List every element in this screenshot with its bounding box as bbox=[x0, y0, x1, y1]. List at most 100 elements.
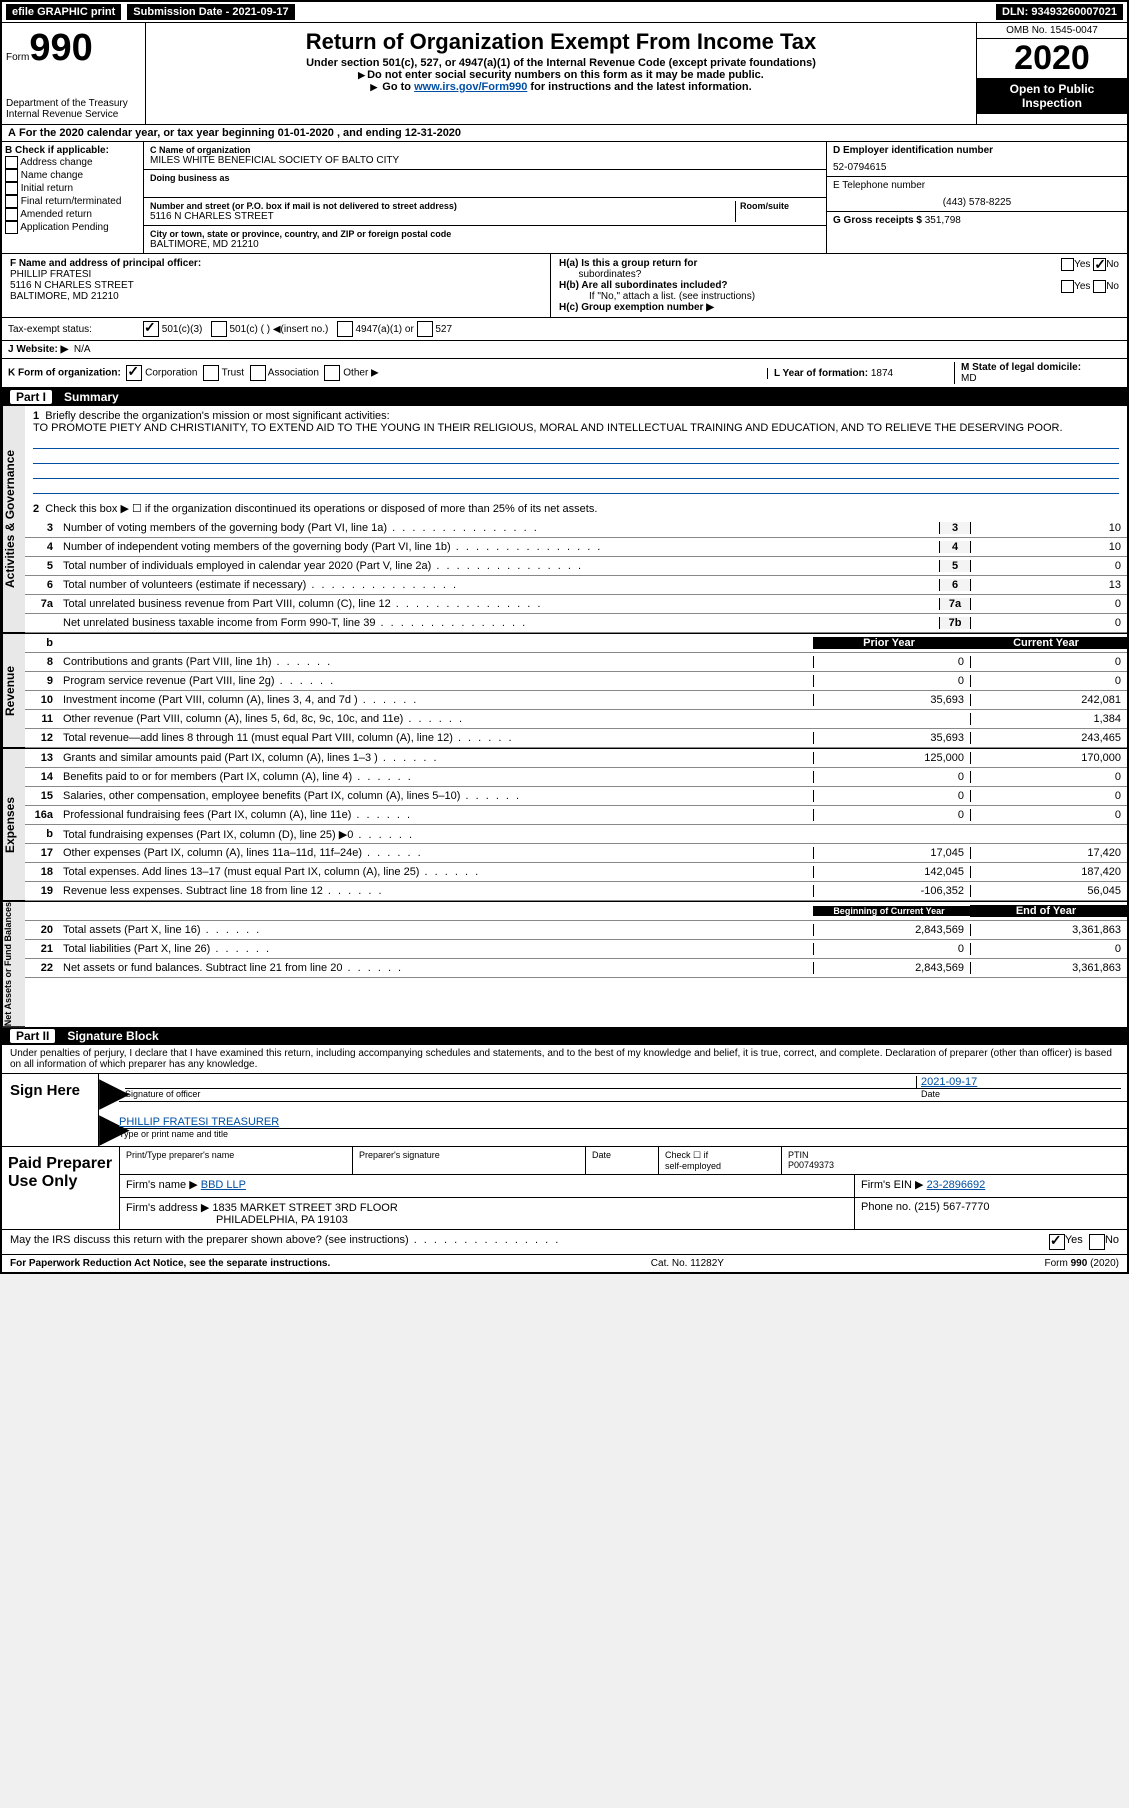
checkbox-hb-yes[interactable] bbox=[1061, 280, 1074, 293]
checkbox-final-return[interactable] bbox=[5, 195, 18, 208]
officer-name-title[interactable]: PHILLIP FRATESI TREASURER bbox=[119, 1116, 279, 1128]
m-value: MD bbox=[961, 373, 977, 384]
section-governance: Activities & Governance 1 Briefly descri… bbox=[2, 406, 1127, 633]
org-name: MILES WHITE BENEFICIAL SOCIETY OF BALTO … bbox=[150, 155, 820, 166]
l2-num: 2 bbox=[33, 503, 39, 515]
cell-street: Number and street (or P.O. box if mail i… bbox=[144, 198, 826, 226]
city-value: BALTIMORE, MD 21210 bbox=[150, 239, 820, 250]
form-word: Form bbox=[6, 52, 29, 63]
sig-officer-cell: 2021-09-17 Signature of officer Date bbox=[119, 1074, 1127, 1102]
ha-row: H(a) Is this a group return for Yes No s… bbox=[559, 258, 1119, 280]
section-bcde: B Check if applicable: Address change Na… bbox=[2, 142, 1127, 254]
ha-yes: Yes bbox=[1074, 259, 1090, 270]
line-1: 1 Briefly describe the organization's mi… bbox=[25, 406, 1127, 494]
hdr-prior-year: Prior Year bbox=[813, 637, 970, 649]
checkbox-address-change[interactable] bbox=[5, 156, 18, 169]
dba-label: Doing business as bbox=[150, 173, 820, 183]
checkbox-527[interactable] bbox=[417, 321, 433, 337]
goto-prefix: Go to bbox=[382, 81, 414, 93]
data-line: 17Other expenses (Part IX, column (A), l… bbox=[25, 844, 1127, 863]
firm-ein[interactable]: 23-2896692 bbox=[927, 1179, 986, 1191]
discuss-yes: Yes bbox=[1065, 1234, 1083, 1250]
prep-sig-hdr: Preparer's signature bbox=[353, 1147, 586, 1174]
data-line: 13Grants and similar amounts paid (Part … bbox=[25, 749, 1127, 768]
efile-button[interactable]: efile GRAPHIC print bbox=[6, 4, 121, 20]
sign-date[interactable]: 2021-09-17 bbox=[921, 1076, 977, 1088]
cat-no: Cat. No. 11282Y bbox=[651, 1258, 724, 1269]
prep-row-addr: Firm's address ▶ 1835 MARKET STREET 3RD … bbox=[120, 1198, 1127, 1229]
gross-label: G Gross receipts $ bbox=[833, 215, 925, 226]
col-b: B Check if applicable: Address change Na… bbox=[2, 142, 144, 253]
form990-link[interactable]: www.irs.gov/Form990 bbox=[414, 81, 527, 93]
k-assoc: Association bbox=[268, 368, 319, 379]
dln-button[interactable]: DLN: 93493260007021 bbox=[996, 4, 1123, 20]
discuss-row: May the IRS discuss this return with the… bbox=[2, 1230, 1127, 1254]
side-expenses: Expenses bbox=[2, 749, 25, 901]
checkbox-initial-return[interactable] bbox=[5, 182, 18, 195]
checkbox-assoc[interactable] bbox=[250, 365, 266, 381]
website-value: N/A bbox=[74, 344, 91, 355]
k-label: K Form of organization: bbox=[8, 368, 121, 379]
checkbox-name-change[interactable] bbox=[5, 169, 18, 182]
row-i: Tax-exempt status: 501(c)(3) 501(c) ( ) … bbox=[2, 318, 1127, 341]
checkbox-discuss-no[interactable] bbox=[1089, 1234, 1105, 1250]
form-title: Return of Organization Exempt From Incom… bbox=[154, 29, 968, 55]
checkbox-application-pending[interactable] bbox=[5, 221, 18, 234]
hb-label: H(b) Are all subordinates included? bbox=[559, 280, 728, 291]
type-print-label: Type or print name and title bbox=[119, 1129, 1127, 1139]
hdr-current-year: Current Year bbox=[970, 637, 1127, 649]
line-2: 2 Check this box ▶ ☐ if the organization… bbox=[25, 494, 1127, 519]
checkbox-other[interactable] bbox=[324, 365, 340, 381]
checkbox-ha-yes[interactable] bbox=[1061, 258, 1074, 271]
data-line: 15Salaries, other compensation, employee… bbox=[25, 787, 1127, 806]
submission-date-button[interactable]: Submission Date - 2021-09-17 bbox=[127, 4, 294, 20]
prep-date-hdr: Date bbox=[586, 1147, 659, 1174]
gov-line: 6Total number of volunteers (estimate if… bbox=[25, 576, 1127, 595]
prep-check-label: Check ☐ if bbox=[665, 1150, 708, 1160]
checkbox-4947[interactable] bbox=[337, 321, 353, 337]
hdr-boy: Beginning of Current Year bbox=[813, 906, 970, 916]
checkbox-ha-no[interactable] bbox=[1093, 258, 1106, 271]
part2-title: Signature Block bbox=[67, 1029, 158, 1043]
ha-sub: subordinates? bbox=[578, 269, 641, 280]
j-label: J Website: ▶ bbox=[8, 344, 68, 355]
cell-ein: D Employer identification number 52-0794… bbox=[827, 142, 1127, 177]
i-501c: 501(c) ( ) ◀(insert no.) bbox=[229, 324, 328, 335]
data-line: 20Total assets (Part X, line 16)2,843,56… bbox=[25, 921, 1127, 940]
room-label: Room/suite bbox=[740, 201, 820, 211]
hc-label: H(c) Group exemption number ▶ bbox=[559, 302, 714, 313]
form-header: Form990 Department of the Treasury Inter… bbox=[2, 23, 1127, 125]
data-line: 11Other revenue (Part VIII, column (A), … bbox=[25, 710, 1127, 729]
paid-preparer-label: Paid Preparer Use Only bbox=[2, 1147, 120, 1229]
side-revenue: Revenue bbox=[2, 634, 25, 748]
data-line: 19Revenue less expenses. Subtract line 1… bbox=[25, 882, 1127, 901]
cell-gross: G Gross receipts $ 351,798 bbox=[827, 212, 1127, 229]
checkbox-hb-no[interactable] bbox=[1093, 280, 1106, 293]
checkbox-501c3[interactable] bbox=[143, 321, 159, 337]
gov-line: 7aTotal unrelated business revenue from … bbox=[25, 595, 1127, 614]
ein-label: D Employer identification number bbox=[833, 145, 1121, 156]
pra-notice: For Paperwork Reduction Act Notice, see … bbox=[10, 1258, 330, 1269]
checkbox-corp[interactable] bbox=[126, 365, 142, 381]
officer-street: 5116 N CHARLES STREET bbox=[10, 280, 134, 291]
checkbox-discuss-yes[interactable] bbox=[1049, 1234, 1065, 1250]
form-number-box: Form990 Department of the Treasury Inter… bbox=[2, 23, 146, 124]
checkbox-amended[interactable] bbox=[5, 208, 18, 221]
prep-selfemp-label: self-employed bbox=[665, 1161, 721, 1171]
data-line: 21Total liabilities (Part X, line 26)00 bbox=[25, 940, 1127, 959]
part1-title: Summary bbox=[64, 390, 119, 404]
data-line: 16aProfessional fundraising fees (Part I… bbox=[25, 806, 1127, 825]
checkbox-trust[interactable] bbox=[203, 365, 219, 381]
firm-addr1: 1835 MARKET STREET 3RD FLOOR bbox=[212, 1202, 397, 1214]
checkbox-501c[interactable] bbox=[211, 321, 227, 337]
i-4947: 4947(a)(1) or bbox=[355, 324, 413, 335]
prep-row-1: Print/Type preparer's name Preparer's si… bbox=[120, 1147, 1127, 1175]
prep-name-hdr: Print/Type preparer's name bbox=[120, 1147, 353, 1174]
a-prefix: A bbox=[8, 127, 16, 139]
firm-name[interactable]: BBD LLP bbox=[201, 1179, 246, 1191]
l-label: L Year of formation: bbox=[774, 368, 871, 379]
col-header-boyeoy: Beginning of Current Year End of Year bbox=[25, 902, 1127, 921]
form-990-page: efile GRAPHIC print Submission Date - 20… bbox=[0, 0, 1129, 1274]
f-label: F Name and address of principal officer: bbox=[10, 258, 201, 269]
h-note: If "No," attach a list. (see instruction… bbox=[559, 291, 1119, 302]
